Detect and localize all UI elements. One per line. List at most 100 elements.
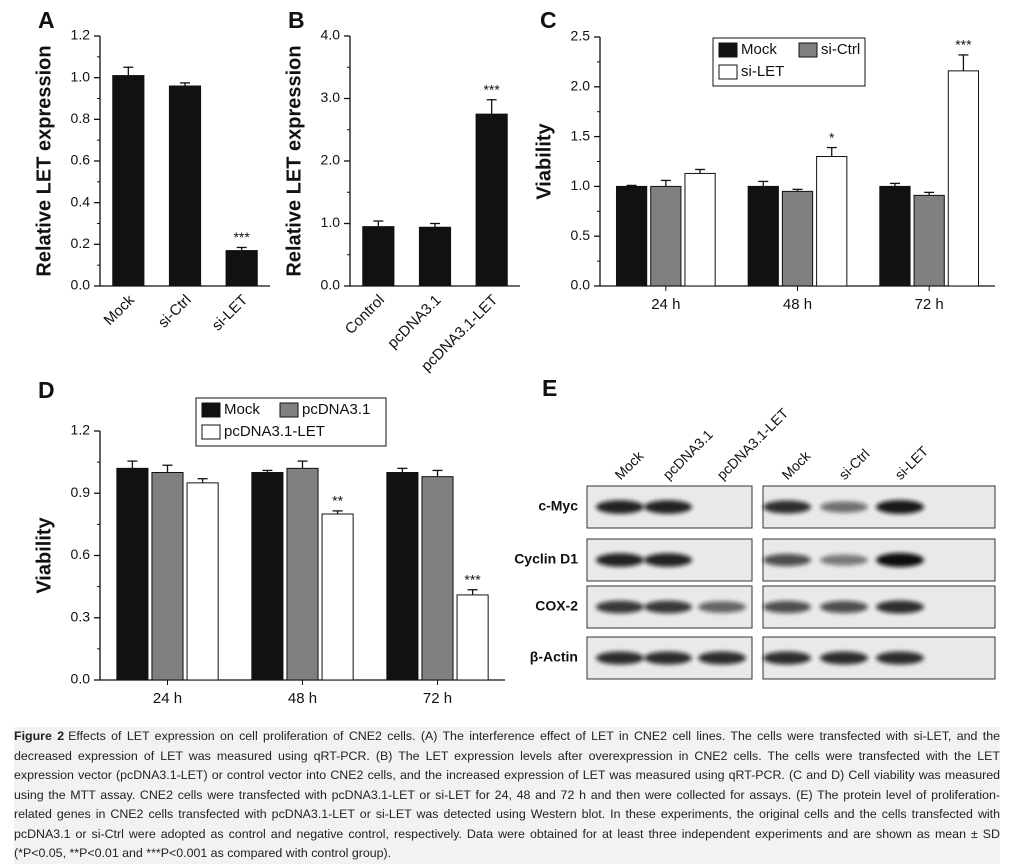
lane-label: si-LET: [891, 443, 931, 483]
band: [820, 651, 868, 665]
bar: [456, 594, 489, 681]
y-tick-label: 0.0: [71, 671, 91, 687]
bar: [684, 172, 716, 287]
panel-letter: B: [288, 7, 305, 33]
bar: [186, 482, 219, 681]
y-tick-label: 1.5: [571, 127, 591, 143]
lane-label: Mock: [778, 447, 814, 483]
y-tick-label: 0.4: [71, 193, 91, 209]
lane-label: si-Ctrl: [835, 446, 872, 483]
band: [820, 600, 868, 614]
band: [644, 500, 692, 514]
x-tick-label: 48 h: [288, 690, 317, 707]
significance: ***: [464, 571, 481, 587]
y-axis-title: Viability: [533, 122, 555, 199]
legend-label: si-Ctrl: [821, 41, 860, 58]
bar: [251, 472, 284, 681]
legend-swatch: [201, 424, 221, 440]
y-tick-label: 1.0: [71, 68, 91, 84]
y-tick-label: 4.0: [321, 27, 341, 43]
y-tick-label: 2.5: [571, 28, 591, 44]
band: [644, 553, 692, 567]
band: [698, 651, 746, 665]
bar: [913, 194, 945, 287]
y-axis-title: Viability: [33, 516, 55, 593]
legend-swatch: [279, 402, 299, 418]
bar: [168, 85, 202, 287]
band: [763, 553, 811, 567]
significance: ***: [483, 81, 500, 97]
band: [698, 601, 746, 613]
y-tick-label: 3.0: [321, 89, 341, 105]
legend-label: pcDNA3.1: [302, 401, 370, 418]
y-axis-title: Relative LET expression: [283, 45, 305, 276]
legend-label: pcDNA3.1-LET: [224, 423, 325, 440]
band: [596, 500, 644, 514]
bar: [816, 156, 848, 287]
band: [763, 500, 811, 514]
bar: [386, 472, 419, 681]
y-tick-label: 0.0: [71, 277, 91, 293]
legend-swatch: [798, 42, 818, 58]
bar: [879, 185, 911, 287]
y-tick-label: 0.0: [571, 277, 591, 293]
y-tick-label: 0.6: [71, 546, 91, 562]
lane-label: pcDNA3.1: [659, 426, 716, 483]
caption-label: Figure 2: [14, 729, 65, 743]
x-tick-label: 72 h: [423, 690, 452, 707]
bar: [286, 467, 319, 681]
figure: A Relative LET expression 0.0 0.2 0.4 0.6 0.8 1…: [33, 7, 996, 707]
x-tick-label: 24 h: [153, 690, 182, 707]
panel-letter: C: [540, 7, 557, 33]
y-tick-label: 0.0: [321, 277, 341, 293]
significance: **: [332, 493, 343, 509]
bar: [781, 190, 814, 287]
bar: [615, 185, 648, 287]
band: [763, 651, 811, 665]
y-tick-label: 0.2: [71, 235, 91, 251]
bar: [418, 226, 452, 287]
legend-swatch: [718, 64, 738, 80]
x-tick-label: 48 h: [783, 296, 812, 313]
y-tick-label: 1.0: [571, 177, 591, 193]
significance: ***: [955, 37, 972, 53]
band: [876, 651, 924, 665]
caption-text: Effects of LET expression on cell prolif…: [14, 729, 1000, 860]
x-tick-label: 24 h: [651, 296, 680, 313]
legend-label: si-LET: [741, 63, 784, 80]
bar: [321, 513, 354, 681]
panel-letter: D: [38, 377, 55, 403]
y-tick-label: 1.2: [71, 27, 91, 43]
lane-label: Mock: [611, 447, 647, 483]
legend-box: [712, 37, 866, 87]
band: [596, 651, 644, 665]
bar: [650, 185, 682, 287]
bar: [947, 70, 980, 287]
panel-letter: E: [542, 375, 557, 401]
y-tick-label: 1.2: [71, 422, 91, 438]
protein-label: β-Actin: [530, 649, 578, 665]
protein-label: COX-2: [535, 598, 578, 614]
x-tick-label: si-LET: [209, 292, 252, 335]
bar: [151, 472, 184, 681]
legend-swatch: [718, 42, 738, 58]
band: [876, 553, 924, 567]
x-tick-label: 72 h: [915, 296, 944, 313]
band: [596, 553, 644, 567]
legend-swatch: [201, 402, 221, 418]
legend-label: Mock: [224, 401, 260, 418]
band: [876, 600, 924, 614]
bar: [421, 476, 454, 681]
band: [820, 554, 868, 566]
x-tick-label: si-Ctrl: [155, 292, 195, 332]
panel-letter: A: [38, 7, 55, 33]
band: [876, 500, 924, 514]
bar: [225, 250, 258, 287]
y-axis-title: Relative LET expression: [33, 45, 55, 276]
bar: [362, 226, 395, 287]
band: [596, 600, 644, 614]
y-tick-label: 0.5: [571, 227, 591, 243]
y-tick-label: 2.0: [321, 152, 341, 168]
y-tick-label: 0.3: [71, 608, 91, 624]
significance: *: [829, 129, 835, 145]
